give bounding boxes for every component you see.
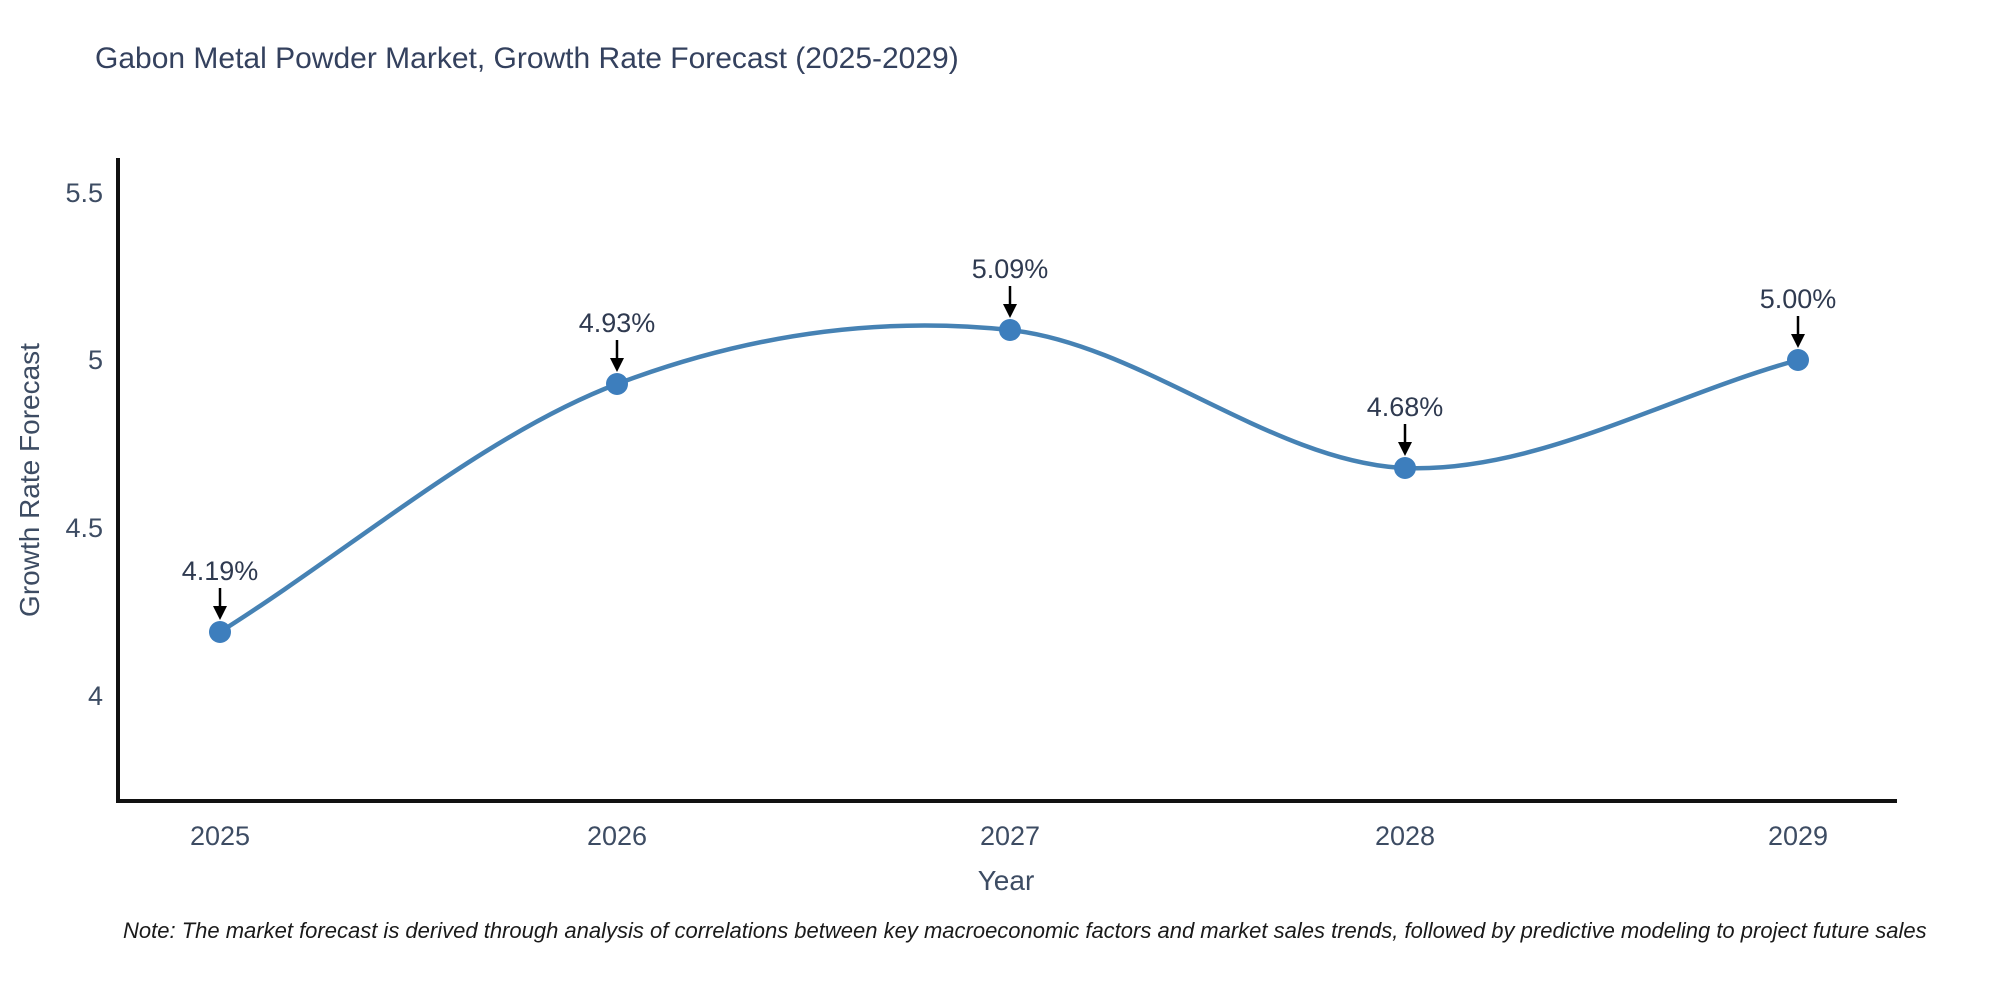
- x-tick-label: 2029: [1768, 821, 1828, 851]
- annotation-label: 4.93%: [579, 308, 656, 338]
- data-point-marker-2026: [606, 373, 628, 395]
- annotation-2028: 4.68%: [1367, 392, 1444, 456]
- annotation-2027: 5.09%: [972, 254, 1049, 318]
- annotation-arrowhead-icon: [1003, 304, 1017, 318]
- data-point-marker-2029: [1787, 349, 1809, 371]
- y-tick-label: 5: [88, 345, 103, 375]
- x-tick-label: 2025: [190, 821, 250, 851]
- annotation-arrowhead-icon: [1791, 334, 1805, 348]
- annotation-2026: 4.93%: [579, 308, 656, 372]
- annotation-label: 5.00%: [1760, 284, 1837, 314]
- annotation-arrowhead-icon: [610, 358, 624, 372]
- chart-title: Gabon Metal Powder Market, Growth Rate F…: [95, 42, 959, 75]
- data-point-marker-2025: [209, 621, 231, 643]
- data-point-marker-2028: [1394, 457, 1416, 479]
- footnote: Note: The market forecast is derived thr…: [123, 918, 1927, 943]
- series-line: [217, 323, 1801, 635]
- annotation-label: 4.68%: [1367, 392, 1444, 422]
- y-tick-label: 4: [88, 681, 103, 711]
- y-tick-label: 4.5: [65, 513, 103, 543]
- annotation-2029: 5.00%: [1760, 284, 1837, 348]
- x-tick-label: 2028: [1375, 821, 1435, 851]
- annotation-2025: 4.19%: [182, 556, 259, 620]
- x-tick-label: 2026: [587, 821, 647, 851]
- annotation-label: 5.09%: [972, 254, 1049, 284]
- x-axis-title: Year: [978, 865, 1035, 896]
- y-tick-label: 5.5: [65, 178, 103, 208]
- data-point-marker-2027: [999, 319, 1021, 341]
- x-tick-label: 2027: [980, 821, 1040, 851]
- annotation-arrowhead-icon: [213, 606, 227, 620]
- annotation-arrowhead-icon: [1398, 442, 1412, 456]
- annotation-label: 4.19%: [182, 556, 259, 586]
